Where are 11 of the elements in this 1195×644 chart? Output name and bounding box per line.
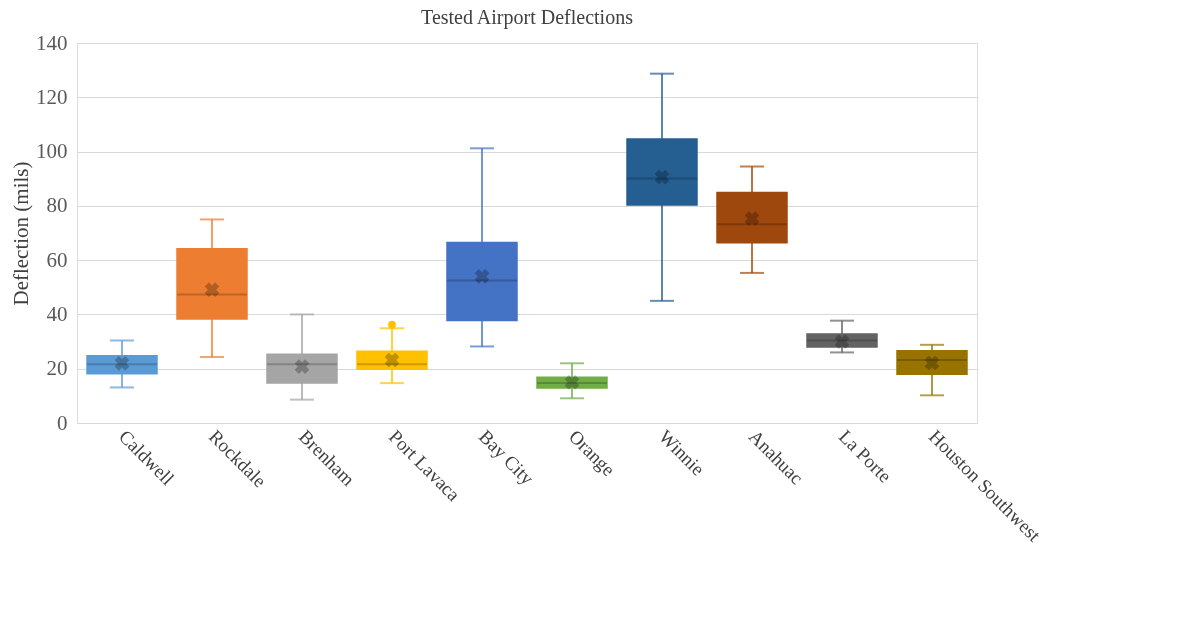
y-tick-label: 60: [46, 247, 68, 272]
y-tick-label: 120: [36, 84, 68, 109]
y-tick-label: 100: [36, 139, 68, 164]
y-tick-label: 140: [36, 30, 68, 55]
y-tick-label: 40: [46, 301, 68, 326]
x-tick-label: Bay City: [474, 425, 539, 490]
y-tick-label: 80: [46, 193, 68, 218]
y-tick-label: 20: [46, 356, 68, 381]
y-tick-label: 0: [57, 410, 68, 435]
y-axis-title: Deflection (mils): [9, 161, 33, 306]
chart-title: Tested Airport Deflections: [421, 6, 634, 29]
